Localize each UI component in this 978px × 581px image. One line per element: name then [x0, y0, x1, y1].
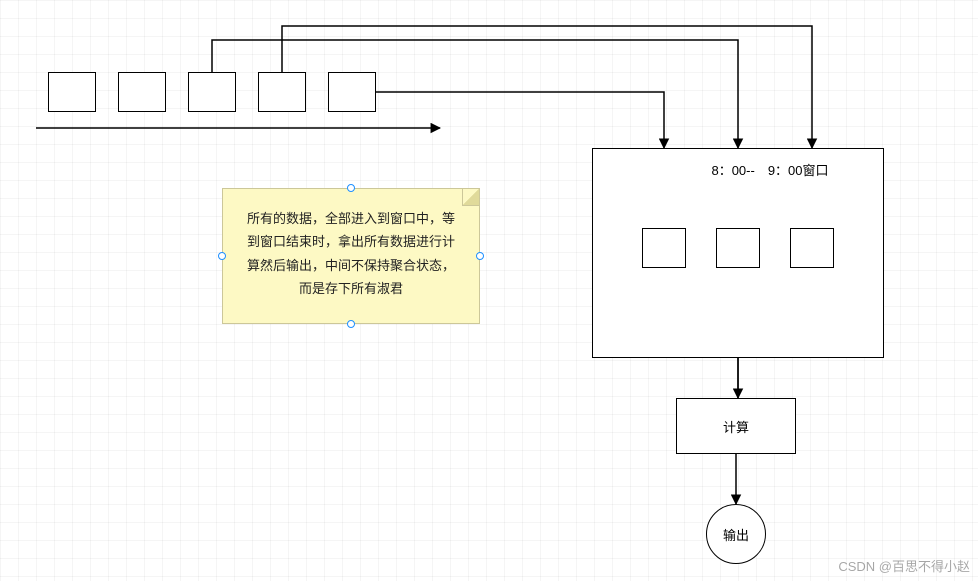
stream-box-2 — [118, 72, 166, 112]
note-fold-icon — [462, 189, 479, 206]
selection-handle-bottom[interactable] — [347, 320, 355, 328]
note-line-1: 所有的数据，全部进入到窗口中，等 — [237, 207, 465, 230]
sticky-note[interactable]: 所有的数据，全部进入到窗口中，等 到窗口结束时，拿出所有数据进行计 算然后输出，… — [222, 188, 480, 324]
window-item-1 — [642, 228, 686, 268]
watermark: CSDN @百思不得小赵 — [838, 556, 970, 575]
output-node: 输出 — [706, 504, 766, 564]
note-line-2: 到窗口结束时，拿出所有数据进行计 — [237, 230, 465, 253]
window-item-3 — [790, 228, 834, 268]
note-line-3: 算然后输出，中间不保持聚合状态， — [237, 254, 465, 277]
compute-label: 计算 — [677, 399, 795, 453]
window-item-2 — [716, 228, 760, 268]
note-line-4: 而是存下所有淑君 — [237, 277, 465, 300]
stream-box-3 — [188, 72, 236, 112]
selection-handle-top[interactable] — [347, 184, 355, 192]
window-title: 8：00-- 9：00窗口 — [670, 160, 870, 179]
selection-handle-left[interactable] — [218, 252, 226, 260]
diagram-canvas: { "diagram": { "type": "flowchart", "bac… — [0, 0, 978, 581]
stream-box-5 — [328, 72, 376, 112]
output-label: 输出 — [723, 525, 749, 544]
stream-box-4 — [258, 72, 306, 112]
stream-box-1 — [48, 72, 96, 112]
selection-handle-right[interactable] — [476, 252, 484, 260]
compute-box: 计算 — [676, 398, 796, 454]
